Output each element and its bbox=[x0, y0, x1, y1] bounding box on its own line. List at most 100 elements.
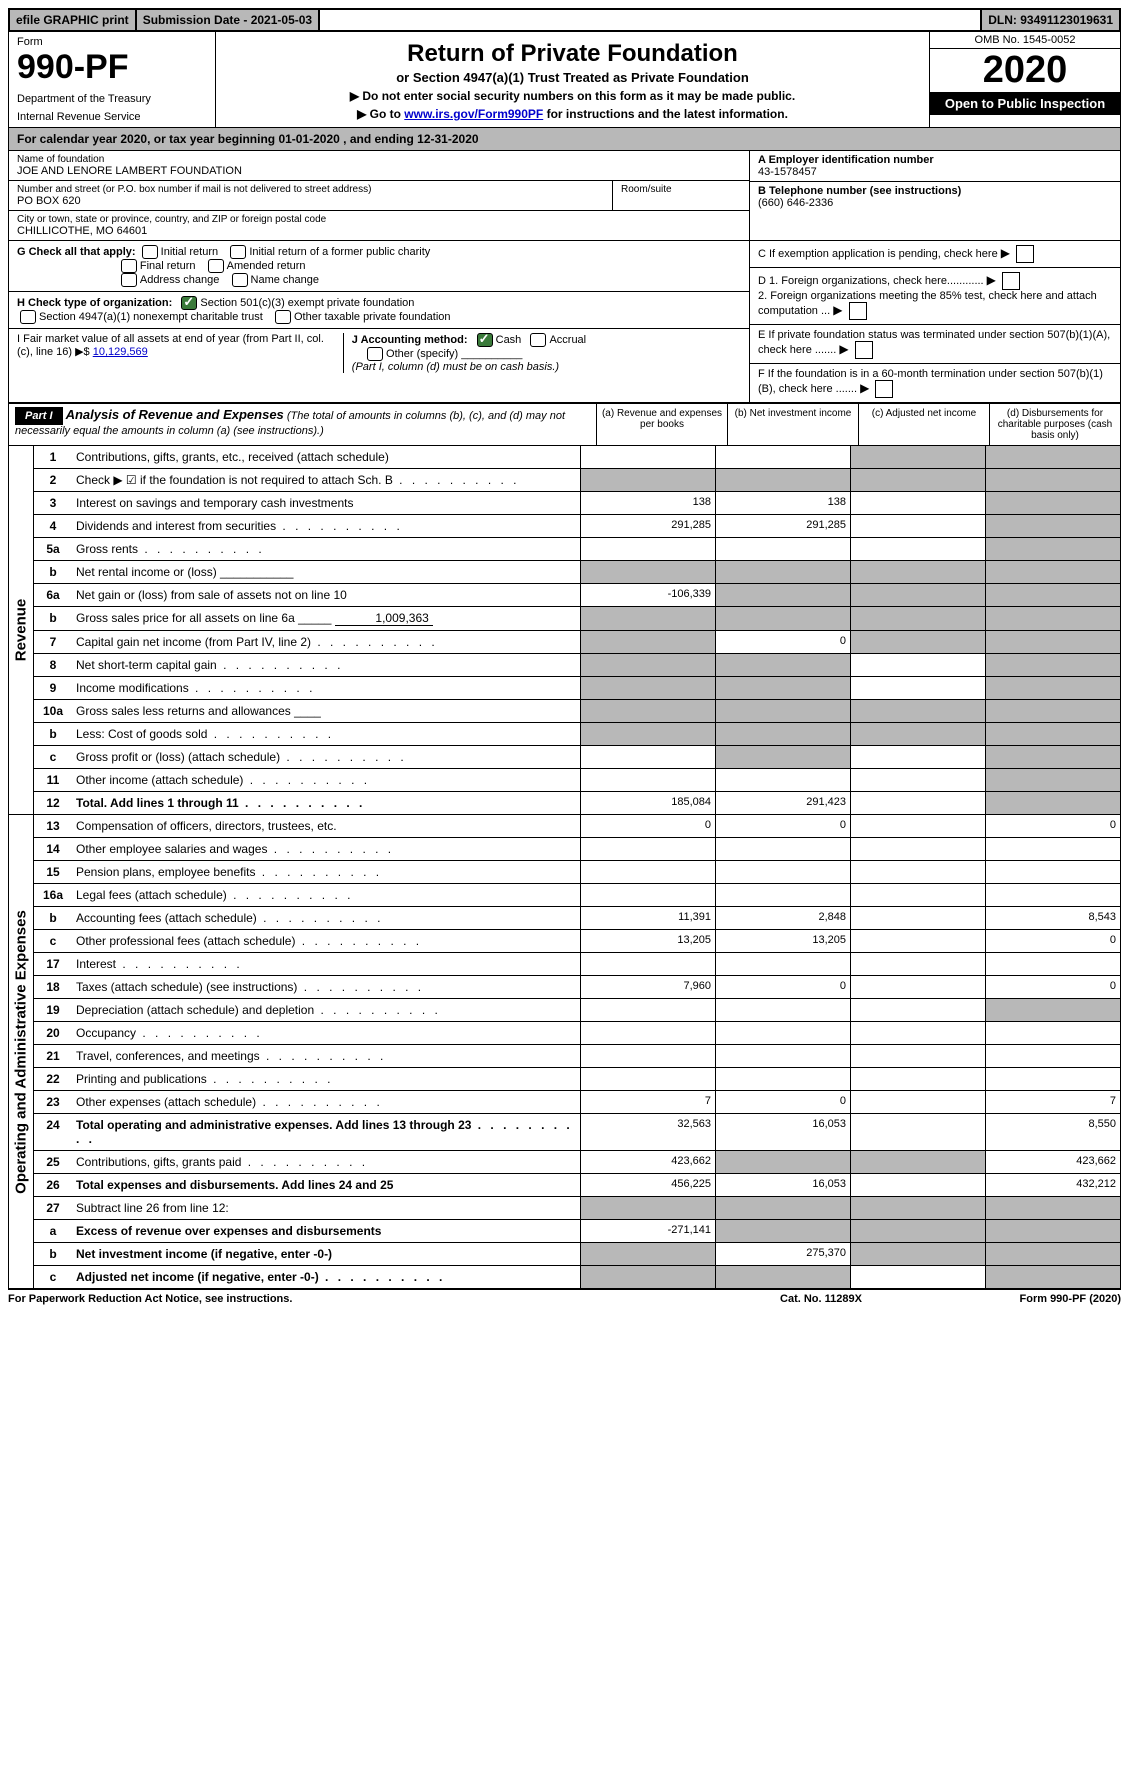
row-number: 8 bbox=[34, 654, 72, 676]
foundation-name-row: Name of foundation JOE AND LENORE LAMBER… bbox=[9, 151, 749, 181]
amount-col-b: 291,423 bbox=[715, 792, 850, 814]
checkbox-name-change[interactable] bbox=[232, 273, 248, 287]
amount-col-a bbox=[580, 953, 715, 975]
checkbox-initial-return[interactable] bbox=[142, 245, 158, 259]
ein-value: 43-1578457 bbox=[758, 166, 1112, 178]
checkbox-initial-former[interactable] bbox=[230, 245, 246, 259]
checkbox-amended[interactable] bbox=[208, 259, 224, 273]
amount-col-a: 11,391 bbox=[580, 907, 715, 929]
d1-label: D 1. Foreign organizations, check here..… bbox=[758, 275, 984, 287]
checkbox-501c3[interactable] bbox=[181, 296, 197, 310]
checkbox-address-change[interactable] bbox=[121, 273, 137, 287]
checkbox-accrual[interactable] bbox=[530, 333, 546, 347]
row-label: Net investment income (if negative, ente… bbox=[72, 1243, 580, 1265]
amount-col-b bbox=[715, 1068, 850, 1090]
amount-col-c bbox=[850, 976, 985, 998]
row-number: 5a bbox=[34, 538, 72, 560]
col-d-header: (d) Disbursements for charitable purpose… bbox=[989, 404, 1120, 445]
amount-col-c bbox=[850, 930, 985, 952]
table-row: cAdjusted net income (if negative, enter… bbox=[34, 1266, 1120, 1288]
top-bar: efile GRAPHIC print Submission Date - 20… bbox=[8, 8, 1121, 32]
checkbox-c[interactable] bbox=[1016, 245, 1034, 263]
amount-col-a bbox=[580, 1022, 715, 1044]
row-number: c bbox=[34, 930, 72, 952]
row-label: Contributions, gifts, grants paid bbox=[72, 1151, 580, 1173]
expenses-table: Operating and Administrative Expenses 13… bbox=[8, 815, 1121, 1289]
table-row: 19Depreciation (attach schedule) and dep… bbox=[34, 999, 1120, 1022]
row-label: Subtract line 26 from line 12: bbox=[72, 1197, 580, 1219]
amount-col-a: -106,339 bbox=[580, 584, 715, 606]
amount-col-d: 0 bbox=[985, 976, 1120, 998]
amount-col-d bbox=[985, 515, 1120, 537]
amount-col-b bbox=[715, 654, 850, 676]
row-label: Capital gain net income (from Part IV, l… bbox=[72, 631, 580, 653]
checkbox-final-return[interactable] bbox=[121, 259, 137, 273]
checkbox-cash[interactable] bbox=[477, 333, 493, 347]
amount-col-b bbox=[715, 469, 850, 491]
amount-col-b bbox=[715, 953, 850, 975]
amount-col-d bbox=[985, 446, 1120, 468]
amount-col-c bbox=[850, 861, 985, 883]
row-number: 4 bbox=[34, 515, 72, 537]
amount-col-a bbox=[580, 1045, 715, 1067]
amount-col-b: 138 bbox=[715, 492, 850, 514]
row-label: Gross profit or (loss) (attach schedule) bbox=[72, 746, 580, 768]
row-number: b bbox=[34, 1243, 72, 1265]
table-row: 17Interest bbox=[34, 953, 1120, 976]
table-row: cOther professional fees (attach schedul… bbox=[34, 930, 1120, 953]
g-opt-3: Amended return bbox=[227, 260, 306, 272]
amount-col-b: 0 bbox=[715, 631, 850, 653]
d-row: D 1. Foreign organizations, check here..… bbox=[750, 268, 1120, 325]
row-label: Total operating and administrative expen… bbox=[72, 1114, 580, 1150]
table-row: 3Interest on savings and temporary cash … bbox=[34, 492, 1120, 515]
row-label: Gross sales less returns and allowances … bbox=[72, 700, 580, 722]
h-opt-1: Section 501(c)(3) exempt private foundat… bbox=[200, 297, 414, 309]
f-row: F If the foundation is in a 60-month ter… bbox=[750, 364, 1120, 402]
row-label: Interest on savings and temporary cash i… bbox=[72, 492, 580, 514]
header-left: Form 990-PF Department of the Treasury I… bbox=[9, 32, 216, 127]
table-row: 1Contributions, gifts, grants, etc., rec… bbox=[34, 446, 1120, 469]
g-row: G Check all that apply: Initial return I… bbox=[9, 241, 749, 292]
checkbox-d1[interactable] bbox=[1002, 272, 1020, 290]
checkbox-e[interactable] bbox=[855, 341, 873, 359]
checkbox-f[interactable] bbox=[875, 380, 893, 398]
telephone-row: B Telephone number (see instructions) (6… bbox=[750, 182, 1120, 212]
amount-col-a: 291,285 bbox=[580, 515, 715, 537]
row-label: Total expenses and disbursements. Add li… bbox=[72, 1174, 580, 1196]
amount-col-d bbox=[985, 861, 1120, 883]
amount-col-c bbox=[850, 953, 985, 975]
checkbox-other-taxable[interactable] bbox=[275, 310, 291, 324]
city: CHILLICOTHE, MO 64601 bbox=[17, 225, 741, 237]
part-title: Analysis of Revenue and Expenses bbox=[66, 407, 284, 422]
row-label: Contributions, gifts, grants, etc., rece… bbox=[72, 446, 580, 468]
row-label: Other income (attach schedule) bbox=[72, 769, 580, 791]
header-center: Return of Private Foundation or Section … bbox=[216, 32, 929, 127]
table-row: bNet rental income or (loss) ___________ bbox=[34, 561, 1120, 584]
row-label: Other employee salaries and wages bbox=[72, 838, 580, 860]
amount-col-a: 13,205 bbox=[580, 930, 715, 952]
form-title: Return of Private Foundation bbox=[226, 40, 919, 68]
amount-col-c bbox=[850, 561, 985, 583]
amount-col-c bbox=[850, 907, 985, 929]
row-number: 11 bbox=[34, 769, 72, 791]
omb-number: OMB No. 1545-0052 bbox=[930, 32, 1120, 49]
amount-col-a bbox=[580, 677, 715, 699]
j-cash: Cash bbox=[496, 334, 522, 346]
amount-col-c bbox=[850, 723, 985, 745]
checkbox-other[interactable] bbox=[367, 347, 383, 361]
row-label: Compensation of officers, directors, tru… bbox=[72, 815, 580, 837]
table-row: 5aGross rents bbox=[34, 538, 1120, 561]
amount-col-b bbox=[715, 1220, 850, 1242]
checkbox-d2[interactable] bbox=[849, 302, 867, 320]
amount-col-d bbox=[985, 631, 1120, 653]
amount-col-a bbox=[580, 538, 715, 560]
amount-col-c bbox=[850, 1151, 985, 1173]
city-label: City or town, state or province, country… bbox=[17, 214, 741, 225]
row-number: 1 bbox=[34, 446, 72, 468]
checkbox-4947[interactable] bbox=[20, 310, 36, 324]
amount-col-c bbox=[850, 1266, 985, 1288]
g-opt-4: Address change bbox=[140, 274, 220, 286]
fmv-value[interactable]: 10,129,569 bbox=[93, 346, 148, 358]
irs-link[interactable]: www.irs.gov/Form990PF bbox=[404, 107, 543, 121]
amount-col-a: 32,563 bbox=[580, 1114, 715, 1150]
